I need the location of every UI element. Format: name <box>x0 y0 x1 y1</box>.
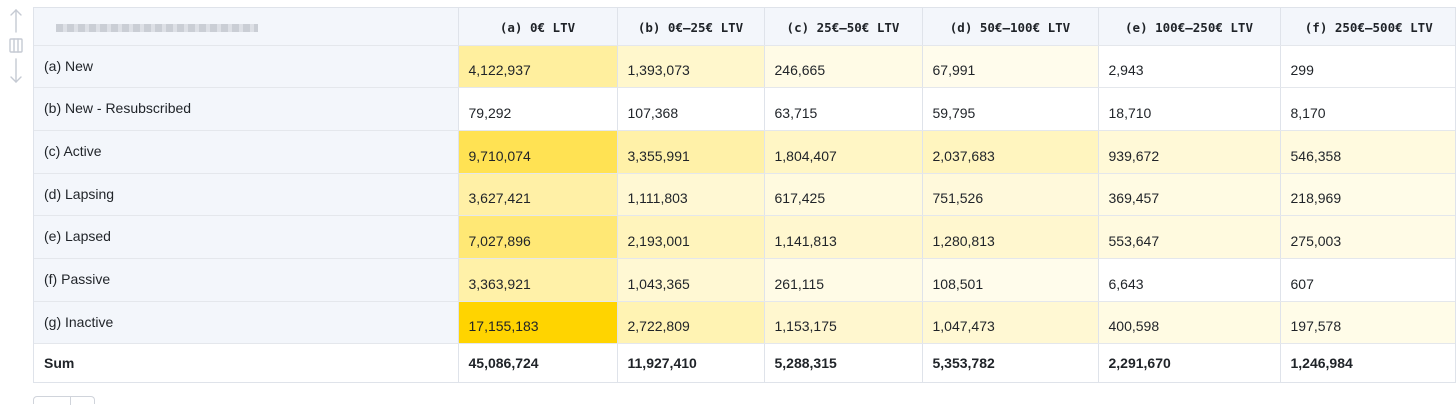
row-label: (d) Lapsing <box>34 173 459 217</box>
table-cell: 553,647 <box>1098 215 1281 259</box>
table-cell: 197,578 <box>1280 301 1455 345</box>
table-cell: 17,155,183 <box>458 301 618 345</box>
row-label: (g) Inactive <box>34 301 459 345</box>
table-cell: 8,170 <box>1280 87 1455 131</box>
sum-cell: 11,927,410 <box>617 343 765 382</box>
table-cell: 2,193,001 <box>617 215 765 259</box>
column-header[interactable]: (e) 100€–250€ LTV <box>1098 8 1281 46</box>
table-cell: 1,047,473 <box>922 301 1099 345</box>
table-toolbar-button[interactable] <box>33 396 95 405</box>
corner-header <box>34 8 459 46</box>
ltv-table: (a) 0€ LTV (b) 0€–25€ LTV (c) 25€–50€ LT… <box>33 7 1456 383</box>
header-row: (a) 0€ LTV (b) 0€–25€ LTV (c) 25€–50€ LT… <box>34 8 1455 46</box>
row-label: (a) New <box>34 45 459 89</box>
table-cell: 4,122,937 <box>458 45 618 89</box>
table-cell: 617,425 <box>764 173 923 217</box>
table-cell: 3,355,991 <box>617 130 765 174</box>
table-cell: 67,991 <box>922 45 1099 89</box>
table-cell: 59,795 <box>922 87 1099 131</box>
table-cell: 1,111,803 <box>617 173 765 217</box>
drag-handle-icon <box>9 9 23 83</box>
sum-cell: 5,353,782 <box>922 343 1099 382</box>
sum-cell: 5,288,315 <box>764 343 923 382</box>
table-cell: 1,280,813 <box>922 215 1099 259</box>
table-cell: 1,393,073 <box>617 45 765 89</box>
table-cell: 18,710 <box>1098 87 1281 131</box>
table-cell: 939,672 <box>1098 130 1281 174</box>
table-row: (d) Lapsing 3,627,421 1,111,803 617,425 751,… <box>34 173 1455 217</box>
table-row: (a) New 4,122,937 1,393,073 246,665 67,991 2,… <box>34 45 1455 89</box>
table-cell: 63,715 <box>764 87 923 131</box>
table-cell: 3,627,421 <box>458 173 618 217</box>
column-header[interactable]: (f) 250€–500€ LTV <box>1280 8 1455 46</box>
table-row: (e) Lapsed 7,027,896 2,193,001 1,141,813 1,2… <box>34 215 1455 259</box>
column-header[interactable]: (a) 0€ LTV <box>458 8 618 46</box>
table-cell: 275,003 <box>1280 215 1455 259</box>
sum-cell: 1,246,984 <box>1280 343 1455 382</box>
sum-label: Sum <box>34 343 459 382</box>
table-cell: 2,722,809 <box>617 301 765 345</box>
row-label: (c) Active <box>34 130 459 174</box>
table-cell: 261,115 <box>764 258 923 302</box>
table-cell: 3,363,921 <box>458 258 618 302</box>
column-header[interactable]: (b) 0€–25€ LTV <box>617 8 765 46</box>
sum-cell: 2,291,670 <box>1098 343 1281 382</box>
table-row: (f) Passive 3,363,921 1,043,365 261,115 108,… <box>34 258 1455 302</box>
table-cell: 107,368 <box>617 87 765 131</box>
table-cell: 1,153,175 <box>764 301 923 345</box>
table-row: (c) Active 9,710,074 3,355,991 1,804,407 2,0… <box>34 130 1455 174</box>
table-row: (b) New - Resubscribed 79,292 107,368 63,71… <box>34 87 1455 131</box>
table-cell: 218,969 <box>1280 173 1455 217</box>
table-cell: 2,037,683 <box>922 130 1099 174</box>
row-label: (e) Lapsed <box>34 215 459 259</box>
column-header[interactable]: (c) 25€–50€ LTV <box>764 8 923 46</box>
sum-row: Sum 45,086,724 11,927,410 5,288,315 5,35… <box>34 343 1455 382</box>
table-cell: 246,665 <box>764 45 923 89</box>
table-row: (g) Inactive 17,155,183 2,722,809 1,153,175… <box>34 301 1455 345</box>
table-cell: 79,292 <box>458 87 618 131</box>
table-cell: 6,643 <box>1098 258 1281 302</box>
table-cell: 9,710,074 <box>458 130 618 174</box>
sum-cell: 45,086,724 <box>458 343 618 382</box>
redacted-header-text <box>56 24 258 33</box>
table-cell: 1,043,365 <box>617 258 765 302</box>
table-cell: 369,457 <box>1098 173 1281 217</box>
table-cell: 546,358 <box>1280 130 1455 174</box>
table-cell: 751,526 <box>922 173 1099 217</box>
row-label: (f) Passive <box>34 258 459 302</box>
column-header[interactable]: (d) 50€–100€ LTV <box>922 8 1099 46</box>
table-cell: 2,943 <box>1098 45 1281 89</box>
table-cell: 7,027,896 <box>458 215 618 259</box>
table-cell: 1,141,813 <box>764 215 923 259</box>
table-cell: 299 <box>1280 45 1455 89</box>
table-cell: 400,598 <box>1098 301 1281 345</box>
table-cell: 108,501 <box>922 258 1099 302</box>
table-cell: 1,804,407 <box>764 130 923 174</box>
table-cell: 607 <box>1280 258 1455 302</box>
row-label: (b) New - Resubscribed <box>34 87 459 131</box>
row-drag-handle[interactable] <box>6 8 26 88</box>
